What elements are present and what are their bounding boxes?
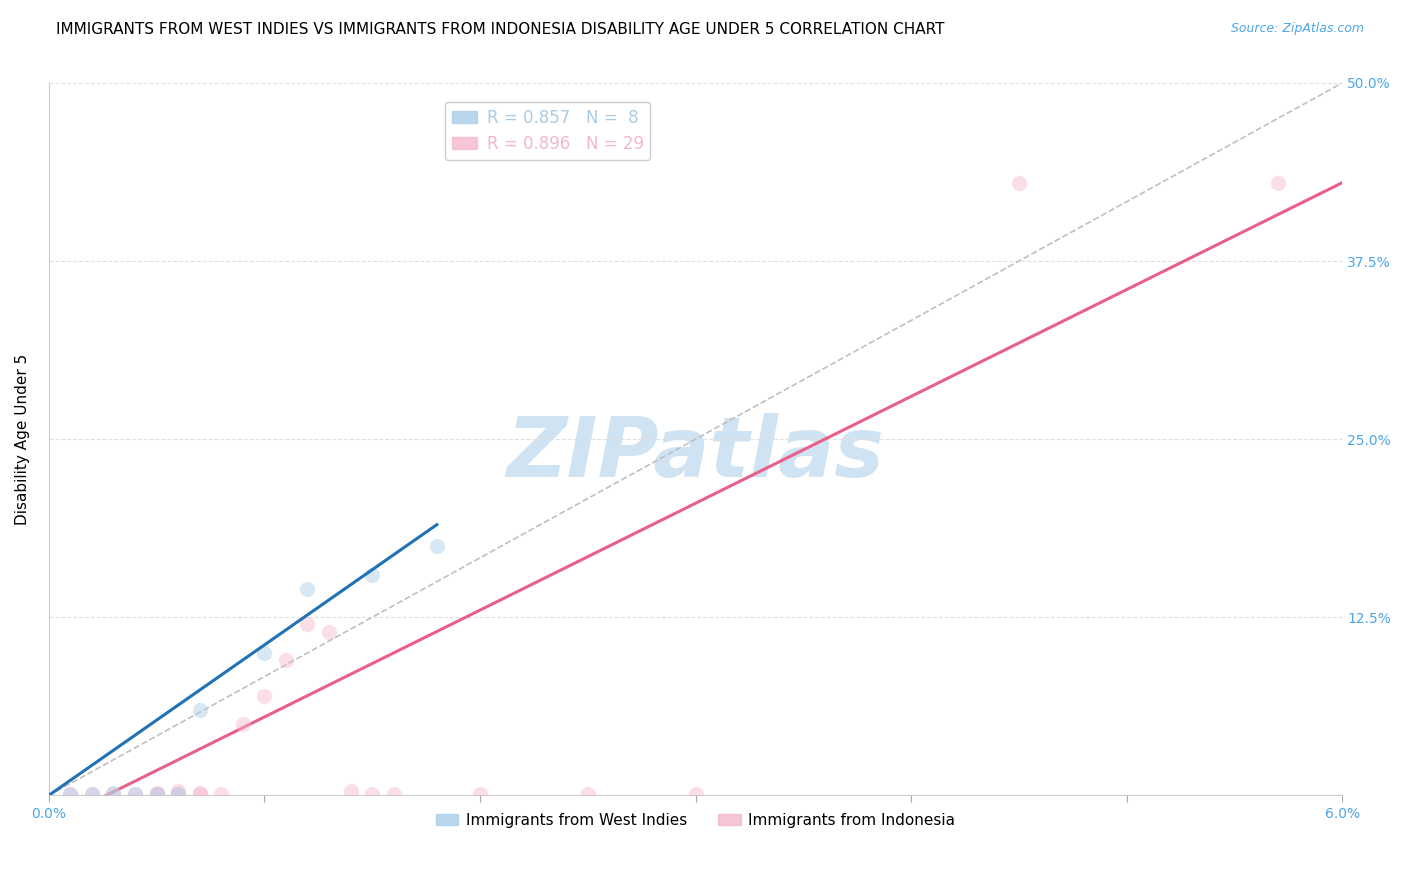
Point (145, 787, 167, 801)
Point (188, 703, 211, 717)
Point (59, 787, 82, 801)
Point (167, 787, 190, 801)
Point (297, 617, 319, 632)
Point (124, 787, 146, 801)
Point (103, 786, 125, 800)
Point (468, 787, 491, 801)
Point (59, 787, 82, 801)
Point (103, 787, 125, 801)
Point (253, 646, 276, 660)
Point (124, 787, 146, 801)
Point (576, 787, 599, 801)
Point (167, 787, 190, 801)
Point (274, 653, 297, 667)
Point (80, 787, 103, 801)
Point (361, 567, 384, 582)
Point (1267, 176, 1289, 190)
Point (426, 539, 449, 553)
Point (167, 784, 190, 798)
Text: IMMIGRANTS FROM WEST INDIES VS IMMIGRANTS FROM INDONESIA DISABILITY AGE UNDER 5 : IMMIGRANTS FROM WEST INDIES VS IMMIGRANT… (56, 22, 945, 37)
Point (209, 787, 232, 801)
Text: Source: ZipAtlas.com: Source: ZipAtlas.com (1230, 22, 1364, 36)
Point (685, 787, 707, 801)
Point (188, 787, 211, 801)
Legend: Immigrants from West Indies, Immigrants from Indonesia: Immigrants from West Indies, Immigrants … (429, 807, 962, 834)
Text: ZIPatlas: ZIPatlas (506, 413, 884, 494)
Point (1008, 176, 1031, 190)
Point (361, 787, 384, 801)
Point (339, 784, 361, 798)
Point (80, 787, 103, 801)
Point (188, 786, 211, 800)
Point (253, 689, 276, 703)
Point (232, 717, 254, 731)
Y-axis label: Disability Age Under 5: Disability Age Under 5 (15, 353, 30, 524)
Point (145, 787, 167, 801)
Point (382, 787, 405, 801)
Point (318, 624, 340, 639)
Point (297, 582, 319, 596)
Point (145, 786, 167, 800)
